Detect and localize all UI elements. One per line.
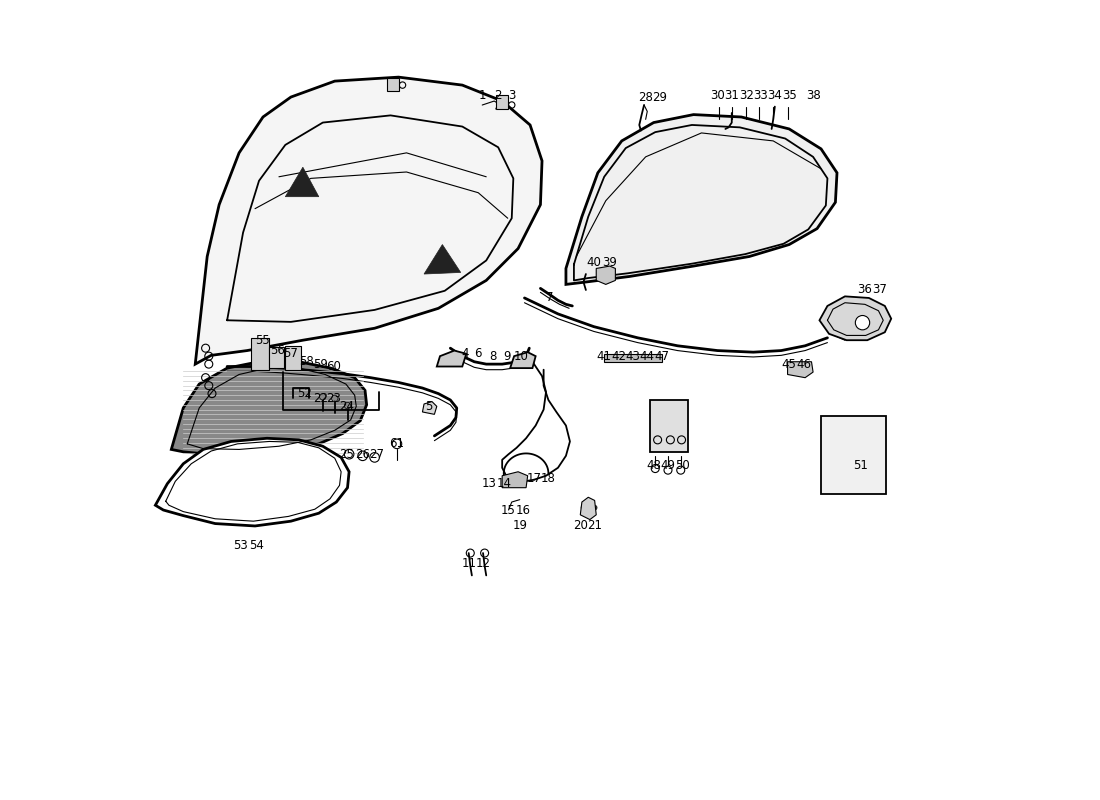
Text: 23: 23 [326, 392, 341, 405]
Text: 37: 37 [872, 283, 887, 297]
Text: 12: 12 [475, 557, 491, 570]
Polygon shape [510, 352, 536, 368]
Text: 39: 39 [603, 256, 617, 270]
Polygon shape [604, 354, 661, 362]
Text: 17: 17 [527, 472, 541, 485]
Polygon shape [596, 266, 615, 285]
Text: 16: 16 [516, 503, 530, 517]
Text: 52: 52 [297, 387, 312, 400]
Text: 46: 46 [796, 358, 811, 370]
Circle shape [320, 394, 326, 400]
Text: 24: 24 [339, 400, 354, 413]
Text: 32: 32 [739, 89, 754, 102]
Text: 25: 25 [339, 448, 354, 461]
Text: 19: 19 [513, 519, 527, 533]
Text: 6: 6 [474, 347, 482, 360]
Text: 49: 49 [660, 459, 675, 472]
Text: 4: 4 [462, 347, 470, 360]
Text: 57: 57 [284, 347, 298, 360]
Text: 20: 20 [573, 519, 587, 533]
Text: 31: 31 [724, 89, 739, 102]
Text: 56: 56 [270, 344, 285, 357]
Text: 40: 40 [586, 256, 602, 270]
Circle shape [592, 506, 597, 510]
Polygon shape [437, 350, 466, 366]
Circle shape [344, 402, 351, 409]
Text: 30: 30 [710, 89, 725, 102]
Polygon shape [503, 472, 528, 488]
Polygon shape [581, 498, 596, 519]
Polygon shape [422, 402, 437, 414]
Polygon shape [195, 77, 542, 364]
Text: 13: 13 [482, 478, 497, 490]
Text: 8: 8 [488, 350, 496, 362]
Text: 26: 26 [355, 448, 371, 461]
Polygon shape [565, 114, 837, 285]
Bar [496, 94, 508, 109]
Text: 54: 54 [250, 538, 264, 551]
Circle shape [587, 503, 592, 508]
Text: 58: 58 [299, 355, 315, 368]
Polygon shape [424, 245, 461, 274]
Circle shape [331, 395, 338, 402]
FancyBboxPatch shape [650, 400, 688, 452]
Text: 53: 53 [233, 538, 249, 551]
Text: 27: 27 [370, 448, 385, 461]
Text: 21: 21 [587, 519, 602, 533]
Circle shape [856, 315, 870, 330]
Text: 44: 44 [640, 350, 654, 362]
Text: 47: 47 [654, 350, 669, 362]
Text: 51: 51 [854, 459, 868, 472]
Text: 18: 18 [541, 472, 556, 485]
Text: 22: 22 [312, 392, 328, 405]
Text: 14: 14 [496, 478, 512, 490]
Text: 34: 34 [768, 89, 782, 102]
Text: 3: 3 [508, 89, 516, 102]
Text: 45: 45 [782, 358, 796, 370]
Text: 1: 1 [478, 89, 486, 102]
Bar [251, 338, 268, 370]
Text: 11: 11 [461, 557, 476, 570]
Text: 33: 33 [754, 89, 768, 102]
Text: 43: 43 [626, 350, 640, 362]
Text: 2: 2 [494, 89, 502, 102]
Text: 59: 59 [314, 358, 328, 370]
Polygon shape [788, 362, 813, 378]
Polygon shape [172, 362, 366, 454]
Text: 36: 36 [858, 283, 872, 297]
Bar [270, 347, 284, 368]
Bar [821, 416, 887, 494]
Text: 60: 60 [326, 360, 341, 373]
Text: 7: 7 [547, 291, 553, 305]
Text: 50: 50 [675, 459, 690, 472]
Text: 42: 42 [612, 350, 626, 362]
Text: 41: 41 [596, 350, 612, 362]
Text: 9: 9 [503, 350, 510, 362]
Text: 28: 28 [638, 90, 653, 103]
Text: 5: 5 [425, 400, 432, 413]
Text: 29: 29 [652, 90, 668, 103]
Text: 15: 15 [502, 503, 516, 517]
Text: 10: 10 [514, 350, 529, 362]
Circle shape [581, 506, 586, 510]
Text: 38: 38 [805, 89, 821, 102]
Text: 48: 48 [646, 459, 661, 472]
Text: 55: 55 [255, 334, 271, 346]
Text: 61: 61 [389, 438, 405, 450]
Polygon shape [155, 438, 349, 526]
Polygon shape [820, 296, 891, 340]
Polygon shape [285, 167, 319, 197]
Bar [285, 346, 301, 370]
Bar [386, 78, 399, 90]
Text: 35: 35 [782, 89, 796, 102]
